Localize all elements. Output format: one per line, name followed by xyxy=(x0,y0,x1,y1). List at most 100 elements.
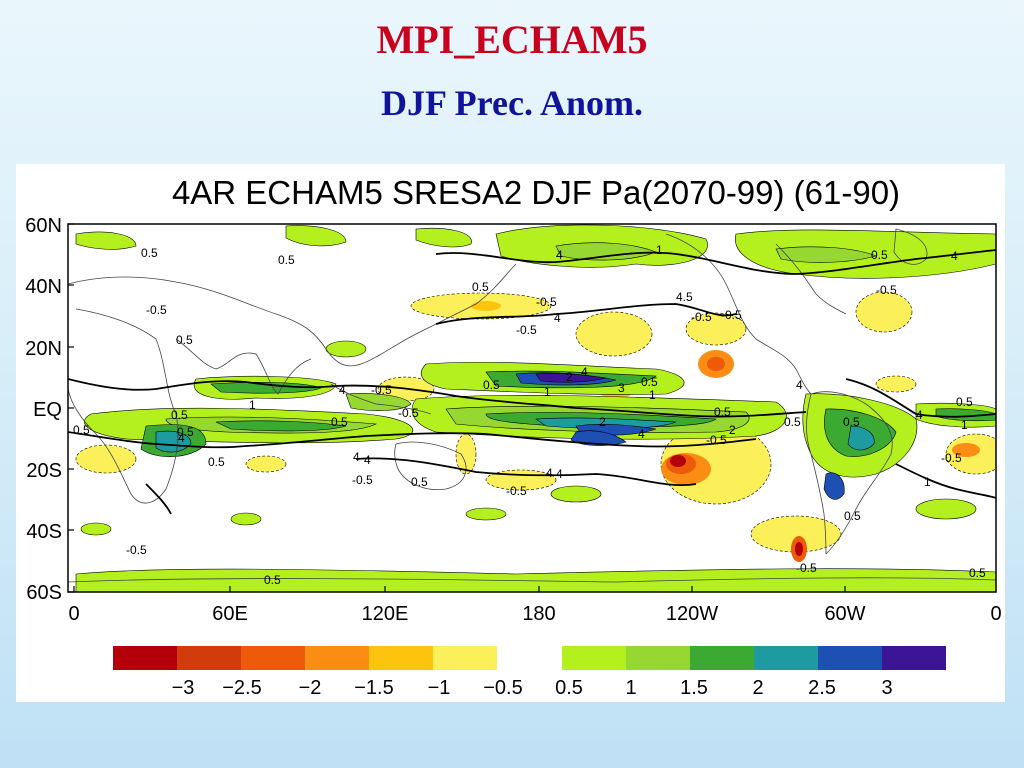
colorbar-label: −2 xyxy=(299,677,322,699)
svg-text:0.5: 0.5 xyxy=(177,425,194,439)
lon-label: 120W xyxy=(666,603,718,625)
svg-text:4: 4 xyxy=(556,467,563,481)
colorbar-swatch xyxy=(433,646,497,670)
svg-text:0.5: 0.5 xyxy=(969,566,986,580)
lon-label: 0 xyxy=(68,603,79,625)
precipitation-anomaly-figure: 4AR ECHAM5 SRESA2 DJF Pa(2070-99) (61-90… xyxy=(25,174,1001,699)
lon-label: 60W xyxy=(824,603,865,625)
svg-text:-0.5: -0.5 xyxy=(516,323,537,337)
colorbar-positive-labels: 0.5 1 1.5 2 2.5 3 xyxy=(555,677,892,699)
svg-text:4: 4 xyxy=(353,450,360,464)
svg-text:0.5: 0.5 xyxy=(208,455,225,469)
colorbar-swatch xyxy=(818,646,882,670)
svg-text:1: 1 xyxy=(544,385,551,399)
svg-text:0.5: 0.5 xyxy=(176,333,193,347)
svg-text:-0.5: -0.5 xyxy=(126,543,147,557)
svg-text:4: 4 xyxy=(581,365,588,379)
latitude-ticks xyxy=(68,223,74,593)
svg-text:0.5: 0.5 xyxy=(171,408,188,422)
svg-text:0.5: 0.5 xyxy=(843,415,860,429)
svg-text:0.5: 0.5 xyxy=(331,415,348,429)
svg-text:0.5: 0.5 xyxy=(411,475,428,489)
lat-label: 20S xyxy=(26,460,62,482)
colorbar-swatch xyxy=(369,646,433,670)
lon-label: 60E xyxy=(212,603,248,625)
colorbar-negative-labels: −3 −2.5 −2 −1.5 −1 −0.5 xyxy=(172,677,523,699)
svg-text:-0.5: -0.5 xyxy=(146,303,167,317)
svg-text:0.5: 0.5 xyxy=(264,573,281,587)
colorbar-swatch xyxy=(626,646,690,670)
slide-title: MPI_ECHAM5 xyxy=(376,17,648,62)
svg-text:4: 4 xyxy=(546,466,553,480)
slide-subtitle: DJF Prec. Anom. xyxy=(381,83,643,123)
svg-text:4: 4 xyxy=(364,453,371,467)
lon-label: 0 xyxy=(990,603,1001,625)
latitude-axis: 60N 40N 20N EQ 20S 40S 60S xyxy=(25,215,62,604)
svg-text:0.5: 0.5 xyxy=(956,395,973,409)
colorbar-swatch xyxy=(690,646,754,670)
longitude-ticks xyxy=(73,586,846,592)
colorbar-label: −1.5 xyxy=(354,677,393,699)
colorbar-swatch xyxy=(882,646,946,670)
svg-text:2: 2 xyxy=(566,370,573,384)
svg-text:-0.5: -0.5 xyxy=(691,310,712,324)
colorbar-label: −0.5 xyxy=(483,677,522,699)
colorbar-label: 1.5 xyxy=(680,677,708,699)
svg-text:4: 4 xyxy=(916,408,923,422)
svg-text:0.5: 0.5 xyxy=(784,415,801,429)
svg-text:4.5: 4.5 xyxy=(676,290,693,304)
colorbar-negative xyxy=(113,646,497,670)
svg-text:1: 1 xyxy=(961,418,968,432)
svg-text:-0.5: -0.5 xyxy=(371,383,392,397)
colorbar-label: 0.5 xyxy=(555,677,583,699)
colorbar-swatch xyxy=(754,646,818,670)
svg-text:0.5: 0.5 xyxy=(73,423,90,437)
svg-text:-0.5: -0.5 xyxy=(352,473,373,487)
svg-text:0.5: 0.5 xyxy=(141,246,158,260)
colorbar-label: −3 xyxy=(172,677,195,699)
svg-text:0.5: 0.5 xyxy=(472,280,489,294)
coastlines xyxy=(68,228,996,583)
positive-anomaly-regions xyxy=(75,224,996,592)
svg-text:0.5: 0.5 xyxy=(278,253,295,267)
colorbar-label: 2.5 xyxy=(808,677,836,699)
svg-text:4: 4 xyxy=(554,311,561,325)
colorbar-label: −2.5 xyxy=(222,677,261,699)
svg-text:-0.5: -0.5 xyxy=(506,484,527,498)
svg-text:0.5: 0.5 xyxy=(641,375,658,389)
svg-text:-0.5: -0.5 xyxy=(706,433,727,447)
colorbar-label: 2 xyxy=(752,677,763,699)
svg-text:-0.5: -0.5 xyxy=(398,406,419,420)
svg-text:4: 4 xyxy=(951,249,958,263)
svg-text:2: 2 xyxy=(729,423,736,437)
svg-text:-0.5: -0.5 xyxy=(796,561,817,575)
lon-label: 180 xyxy=(522,603,555,625)
colorbar-label: −1 xyxy=(428,677,451,699)
svg-text:-0.5: -0.5 xyxy=(876,283,897,297)
svg-text:1: 1 xyxy=(249,398,256,412)
svg-text:4: 4 xyxy=(638,427,645,441)
colorbar-label: 1 xyxy=(625,677,636,699)
lat-label: 60N xyxy=(25,215,62,237)
colorbar-swatch xyxy=(241,646,305,670)
lat-label: 40S xyxy=(26,521,62,543)
lat-label: 40N xyxy=(25,276,62,298)
climatology-contours xyxy=(68,249,996,515)
svg-text:-0.5: -0.5 xyxy=(536,295,557,309)
svg-text:0.5: 0.5 xyxy=(714,405,731,419)
svg-text:1: 1 xyxy=(656,243,663,257)
colorbar-positive xyxy=(562,646,946,670)
svg-text:-0.5: -0.5 xyxy=(721,308,742,322)
map-area: 0.5 0.5 -0.5 0.5 1 4 1 0.5 -0.5 -0.5 4 4… xyxy=(68,224,996,592)
svg-text:0.5: 0.5 xyxy=(483,378,500,392)
figure-panel: 4AR ECHAM5 SRESA2 DJF Pa(2070-99) (61-90… xyxy=(16,164,1005,702)
svg-text:-0.5: -0.5 xyxy=(941,451,962,465)
lon-label: 120E xyxy=(362,603,409,625)
lat-label: 60S xyxy=(26,582,62,604)
contour-labels: 0.5 0.5 -0.5 0.5 1 4 1 0.5 -0.5 -0.5 4 4… xyxy=(73,243,986,587)
lat-label: 20N xyxy=(25,338,62,360)
svg-text:2: 2 xyxy=(599,415,606,429)
colorbar-swatch xyxy=(305,646,369,670)
svg-text:4: 4 xyxy=(796,378,803,392)
map-title: 4AR ECHAM5 SRESA2 DJF Pa(2070-99) (61-90… xyxy=(172,174,900,211)
